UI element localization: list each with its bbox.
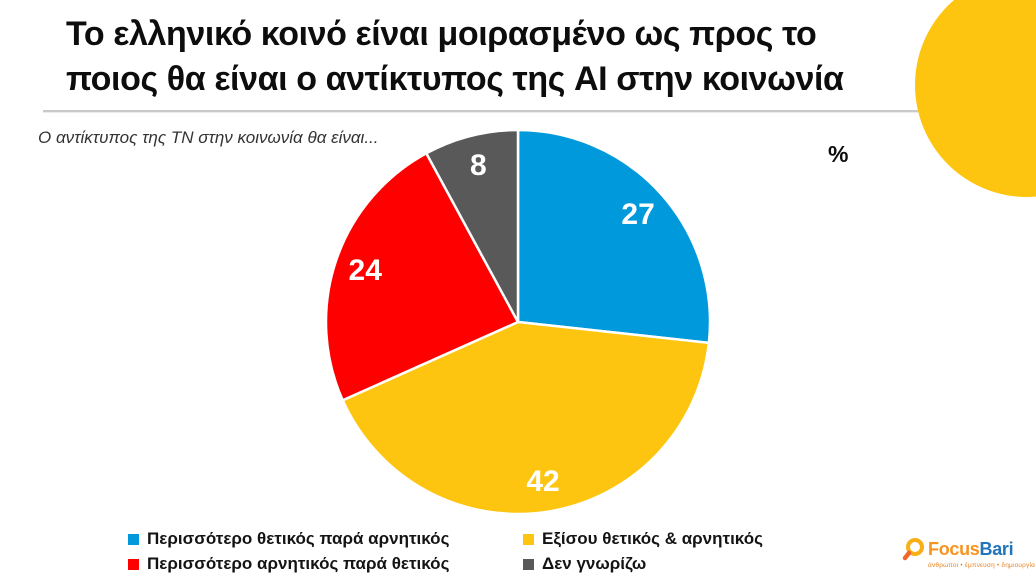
pie-slice-2 (324, 152, 520, 402)
brand-name: FocusBari (928, 539, 1014, 559)
brand-name-bari: Bari (979, 539, 1014, 559)
legend-item-equal: Εξίσου θετικός & αρνητικός (523, 529, 763, 549)
pie-value-label-2: 24 (349, 254, 383, 287)
brand-logo: FocusBari άνθρωποι • έμπνευση • δημιουργ… (902, 537, 1036, 581)
percent-unit-label: % (828, 141, 849, 167)
page-title-line-1: Το ελληνικό κοινό είναι μοιρασμένο ως πρ… (66, 15, 817, 53)
legend-item-negative: Περισσότερο αρνητικός παρά θετικός (128, 554, 449, 574)
title-divider (43, 110, 918, 113)
pie-slice-1 (341, 320, 711, 516)
pie-value-label-3: 8 (470, 149, 487, 182)
pie-chart: 27 42 24 8 (324, 128, 712, 516)
brand-tagline: άνθρωποι • έμπνευση • δημιουργία (928, 562, 1036, 569)
magnifier-icon (902, 538, 924, 561)
legend-item-positive: Περισσότερο θετικός παρά αρνητικός (128, 529, 449, 549)
legend-item-dont-know: Δεν γνωρίζω (523, 554, 646, 574)
legend-label: Δεν γνωρίζω (542, 554, 647, 573)
legend-swatch-blue (128, 533, 139, 545)
pie-value-label-0: 27 (621, 198, 654, 231)
legend-swatch-gray (523, 558, 534, 570)
legend-label: Εξίσου θετικός & αρνητικός (542, 529, 763, 548)
page-title: Το ελληνικό κοινό είναι μοιρασμένο ως πρ… (66, 12, 946, 102)
pie-value-label-1: 42 (526, 465, 559, 498)
chart-question: Ο αντίκτυπος της ΤΝ στην κοινωνία θα είν… (38, 128, 379, 147)
legend-swatch-red (128, 558, 139, 570)
pie-slice-3 (425, 128, 520, 324)
brand-name-focus: Focus (928, 539, 980, 559)
pie-slice-0 (516, 128, 712, 345)
legend-label: Περισσότερο αρνητικός παρά θετικός (147, 554, 450, 573)
page-title-line-2: ποιος θα είναι ο αντίκτυπος της AI στην … (66, 60, 844, 98)
legend-swatch-yellow (523, 533, 534, 545)
legend-label: Περισσότερο θετικός παρά αρνητικός (147, 529, 450, 548)
